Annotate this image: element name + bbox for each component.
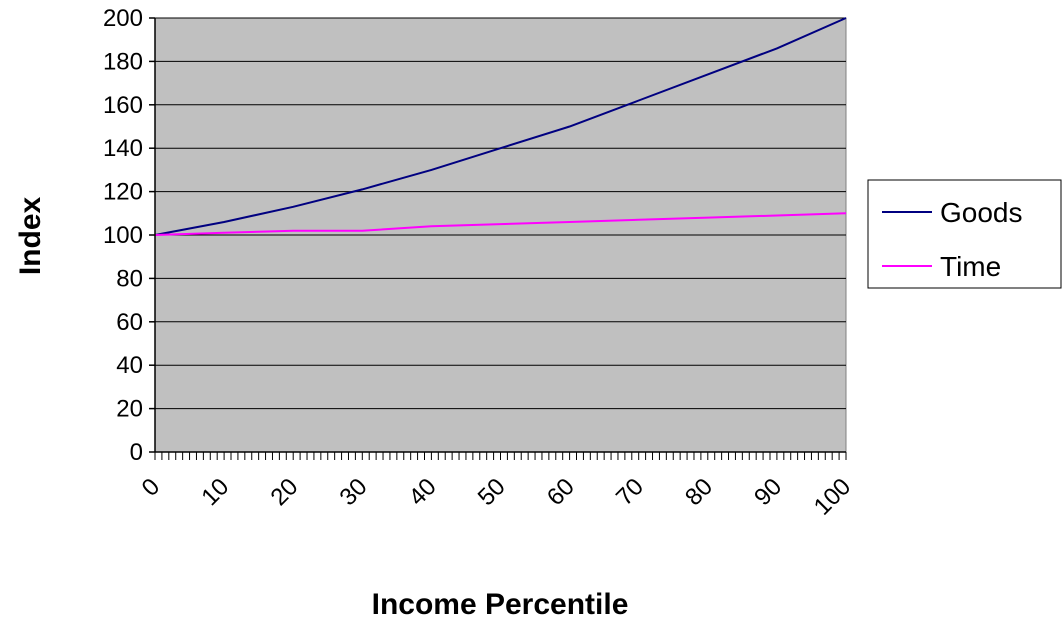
x-axis-title: Income Percentile bbox=[372, 588, 629, 621]
y-tick-label: 80 bbox=[116, 265, 143, 292]
legend-box bbox=[867, 179, 1062, 289]
y-axis-title: Index bbox=[14, 197, 47, 276]
x-tick-label: 30 bbox=[335, 473, 373, 511]
y-tick-label: 180 bbox=[103, 48, 143, 75]
y-tick-label: 160 bbox=[103, 92, 143, 119]
gridlines bbox=[155, 17, 846, 410]
y-tick-label: 120 bbox=[103, 179, 143, 206]
y-tick-label: 0 bbox=[130, 439, 143, 466]
x-tick-label: 90 bbox=[749, 473, 787, 511]
x-axis-minor-ticks bbox=[154, 452, 847, 460]
x-tick-label: 20 bbox=[265, 473, 303, 511]
y-axis-ticks: 0 20 40 60 80 100 120 140 160 180 200 bbox=[103, 5, 155, 466]
series-line-time bbox=[154, 212, 847, 236]
x-tick-label: 0 bbox=[137, 473, 166, 502]
y-tick-label: 60 bbox=[116, 309, 143, 336]
x-tick-label: 80 bbox=[680, 473, 718, 511]
x-tick-label: 40 bbox=[404, 473, 442, 511]
x-tick-label: 100 bbox=[809, 473, 856, 520]
legend-label-time: Time bbox=[940, 251, 1001, 282]
y-tick-label: 100 bbox=[103, 222, 143, 249]
series-lines bbox=[154, 17, 847, 236]
y-tick-label: 200 bbox=[103, 5, 143, 32]
y-tick-label: 40 bbox=[116, 352, 143, 379]
y-tick-label: 20 bbox=[116, 396, 143, 423]
x-tick-label: 70 bbox=[611, 473, 649, 511]
y-tick-label: 140 bbox=[103, 135, 143, 162]
legend: Goods Time bbox=[867, 179, 1062, 289]
series-line-goods bbox=[154, 17, 847, 236]
x-tick-label: 10 bbox=[196, 473, 234, 511]
legend-label-goods: Goods bbox=[940, 197, 1023, 228]
x-tick-label: 50 bbox=[473, 473, 511, 511]
x-axis-ticks: 0 10 20 30 40 50 60 70 80 90 100 bbox=[137, 473, 857, 520]
x-tick-label: 60 bbox=[542, 473, 580, 511]
